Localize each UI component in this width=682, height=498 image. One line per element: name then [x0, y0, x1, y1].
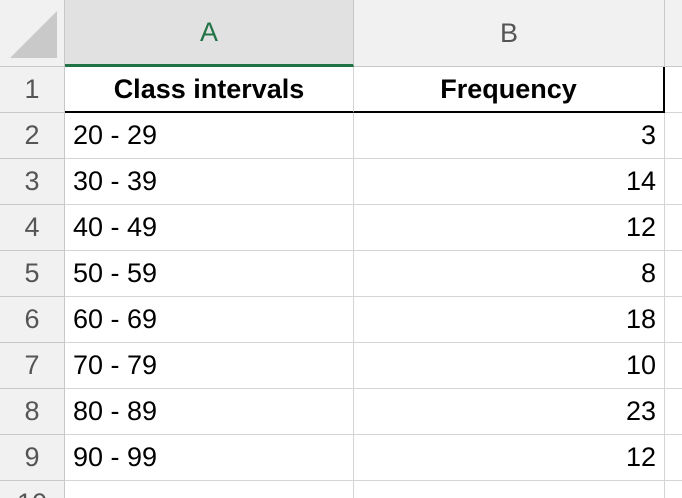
cell-a6[interactable]: 60 - 69 [65, 297, 354, 343]
cell-a9[interactable]: 90 - 99 [65, 435, 354, 481]
row-header-4[interactable]: 4 [0, 205, 64, 251]
cell-a1[interactable]: Class intervals [65, 67, 354, 113]
cell-b6[interactable]: 18 [354, 297, 665, 343]
cell-c8[interactable] [665, 389, 682, 435]
cell-b4[interactable]: 12 [354, 205, 665, 251]
row-header-2[interactable]: 2 [0, 113, 64, 159]
cell-b7[interactable]: 10 [354, 343, 665, 389]
cell-b9[interactable]: 12 [354, 435, 665, 481]
cell-b8[interactable]: 23 [354, 389, 665, 435]
row-header-8[interactable]: 8 [0, 389, 64, 435]
select-all-button[interactable] [0, 0, 65, 66]
select-all-triangle-icon [10, 11, 57, 58]
cell-c4[interactable] [665, 205, 682, 251]
row-header-5[interactable]: 5 [0, 251, 64, 297]
cell-b1[interactable]: Frequency [354, 67, 665, 113]
cell-b10[interactable] [354, 481, 665, 498]
row-header-7[interactable]: 7 [0, 343, 64, 389]
cell-a7[interactable]: 70 - 79 [65, 343, 354, 389]
cell-b3[interactable]: 14 [354, 159, 665, 205]
cell-b2[interactable]: 3 [354, 113, 665, 159]
cell-a10[interactable] [65, 481, 354, 498]
cell-c6[interactable] [665, 297, 682, 343]
cell-a8[interactable]: 80 - 89 [65, 389, 354, 435]
row-header-6[interactable]: 6 [0, 297, 64, 343]
cell-c3[interactable] [665, 159, 682, 205]
row-header-1[interactable]: 1 [0, 67, 64, 113]
cell-c9[interactable] [665, 435, 682, 481]
column-header-b[interactable]: B [354, 0, 665, 67]
cell-c2[interactable] [665, 113, 682, 159]
row-header-column: 1 2 3 4 5 6 7 8 9 10 [0, 67, 65, 498]
cell-a3[interactable]: 30 - 39 [65, 159, 354, 205]
row-header-3[interactable]: 3 [0, 159, 64, 205]
column-header-c[interactable] [665, 0, 682, 67]
cell-grid: Class intervals Frequency 20 - 29 3 30 -… [65, 67, 682, 498]
cell-a2[interactable]: 20 - 29 [65, 113, 354, 159]
cell-c1[interactable] [665, 67, 682, 113]
cell-c10[interactable] [665, 481, 682, 498]
row-header-9[interactable]: 9 [0, 435, 64, 481]
cell-b5[interactable]: 8 [354, 251, 665, 297]
column-header-a[interactable]: A [65, 0, 354, 67]
cell-c5[interactable] [665, 251, 682, 297]
row-header-10[interactable]: 10 [0, 481, 64, 498]
cell-a4[interactable]: 40 - 49 [65, 205, 354, 251]
cell-a5[interactable]: 50 - 59 [65, 251, 354, 297]
cell-c7[interactable] [665, 343, 682, 389]
